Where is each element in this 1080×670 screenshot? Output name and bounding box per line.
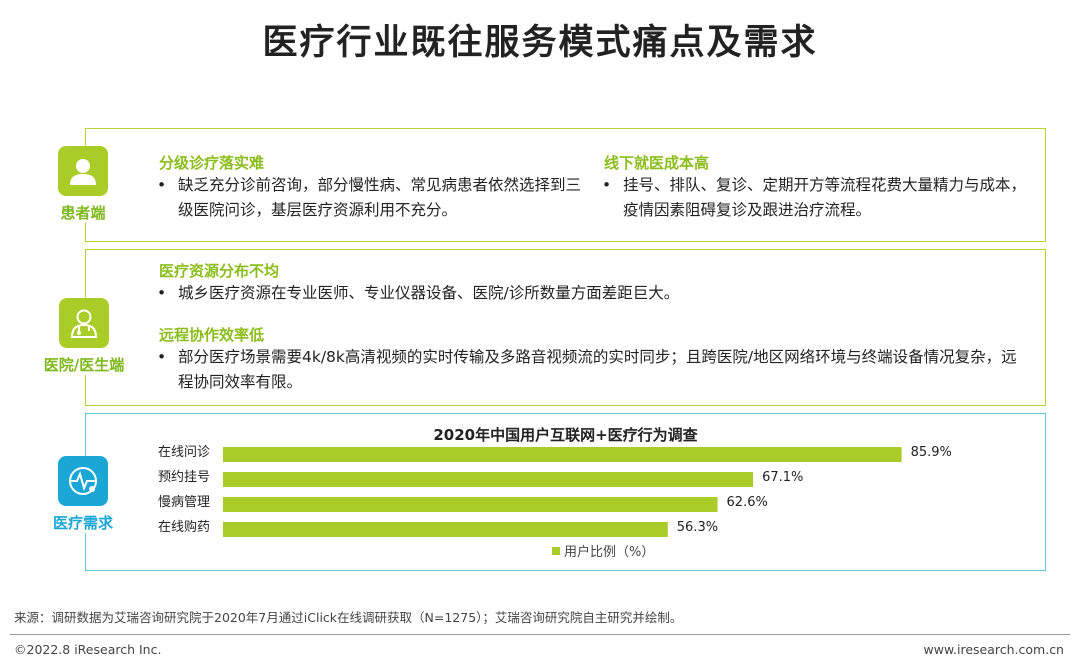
hospital-panel xyxy=(85,249,1046,406)
footer-divider xyxy=(10,634,1070,635)
patient-section2-text: • 挂号、排队、复诊、定期开方等流程花费大量精力与成本，疫情因素阻碍复诊及跟进治… xyxy=(602,173,1027,223)
hospital-section1-text: • 城乡医疗资源在专业医师、专业仪器设备、医院/诊所数量方面差距巨大。 xyxy=(157,281,1027,306)
patient-section1-text: • 缺乏充分诊前咨询，部分慢性病、常见病患者依然选择到三级医院问诊，基层医疗资源… xyxy=(157,173,587,223)
medical-network-icon xyxy=(58,456,108,506)
hospital-tab: 医院/医生端 xyxy=(24,298,144,375)
value-label: 67.1% xyxy=(762,470,803,485)
value-label: 62.6% xyxy=(727,495,768,510)
demand-tab: 医疗需求 xyxy=(30,456,136,533)
legend-swatch xyxy=(552,547,560,555)
page-title: 医疗行业既往服务模式痛点及需求 xyxy=(262,23,818,63)
patient-panel xyxy=(85,128,1046,242)
hospital-section2-text: • 部分医疗场景需要4k/8k高清视频的实时传输及多路音视频流的实时同步；且跨医… xyxy=(157,345,1027,395)
value-label: 85.9% xyxy=(911,445,952,460)
bullet: • xyxy=(157,176,167,194)
user-icon xyxy=(58,146,108,196)
source-note: 来源：调研数据为艾瑞咨询研究院于2020年7月通过iClick在线调研获取（N=… xyxy=(14,610,683,625)
value-label: 56.3% xyxy=(677,520,718,535)
category-label: 在线购药 xyxy=(158,519,210,535)
bullet: • xyxy=(602,176,612,194)
doctor-icon xyxy=(59,298,109,348)
hospital-label: 医院/医生端 xyxy=(43,356,125,374)
website-link[interactable]: www.iresearch.com.cn xyxy=(923,642,1065,657)
patient-section1-title: 分级诊疗落实难 xyxy=(159,154,265,172)
bar xyxy=(223,497,718,512)
patient-tab: 患者端 xyxy=(30,146,136,223)
patient-label: 患者端 xyxy=(60,204,106,222)
patient-section2-title: 线下就医成本高 xyxy=(604,154,710,172)
bar xyxy=(223,472,754,487)
chart-title: 2020年中国用户互联网+医疗行为调查 xyxy=(433,426,698,444)
copyright: ©2022.8 iResearch Inc. xyxy=(14,642,162,657)
category-label: 在线问诊 xyxy=(158,445,210,460)
category-label: 慢病管理 xyxy=(158,494,210,510)
category-label: 预约挂号 xyxy=(158,470,210,485)
bar xyxy=(223,447,902,462)
bullet: • xyxy=(157,284,167,302)
demand-panel: 2020年中国用户互联网+医疗行为调查 在线问诊 85.9% 预约挂号 67.1% 慢病… xyxy=(85,413,1046,571)
bullet: • xyxy=(157,348,167,366)
hospital-section2-title: 远程协作效率低 xyxy=(159,326,265,344)
legend-label: 用户比例（%） xyxy=(564,544,654,560)
hospital-section1-title: 医疗资源分布不均 xyxy=(159,262,280,280)
bar xyxy=(223,522,668,537)
demand-label: 医疗需求 xyxy=(52,514,113,532)
bar-chart: 在线问诊 85.9% 预约挂号 67.1% 慢病管理 62.6% 在线购药 56.3% 用户比例… xyxy=(158,445,952,560)
